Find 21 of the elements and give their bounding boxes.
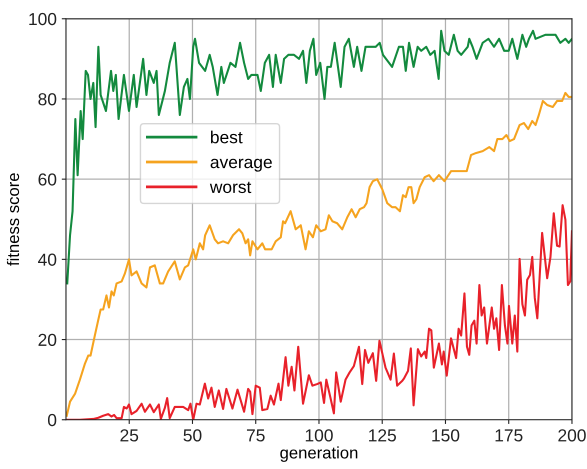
- y-tick-label: 0: [48, 414, 56, 426]
- y-tick-label: 40: [38, 254, 56, 266]
- y-tick-label: 100: [29, 12, 56, 26]
- x-tick-label: 125: [369, 429, 396, 442]
- legend-label: worst: [210, 182, 252, 194]
- line-series: [66, 30, 572, 284]
- x-tick-label: 25: [120, 429, 138, 442]
- x-tick-label: 175: [496, 429, 522, 442]
- y-axis-title: fitness score: [6, 173, 20, 266]
- x-tick-label: 50: [184, 429, 202, 442]
- x-tick-label: 100: [306, 429, 333, 442]
- x-tick-label: 200: [558, 429, 586, 442]
- y-tick-label: 60: [38, 173, 56, 186]
- y-tick-label: 20: [38, 334, 56, 346]
- x-tick-label: 150: [432, 429, 460, 442]
- y-tick-label: 80: [38, 93, 56, 106]
- line-series: [66, 92, 572, 417]
- legend-label: average: [210, 158, 272, 172]
- x-tick-label: 75: [246, 429, 265, 442]
- legend-label: best: [211, 130, 243, 144]
- x-axis-title: generation: [280, 446, 358, 462]
